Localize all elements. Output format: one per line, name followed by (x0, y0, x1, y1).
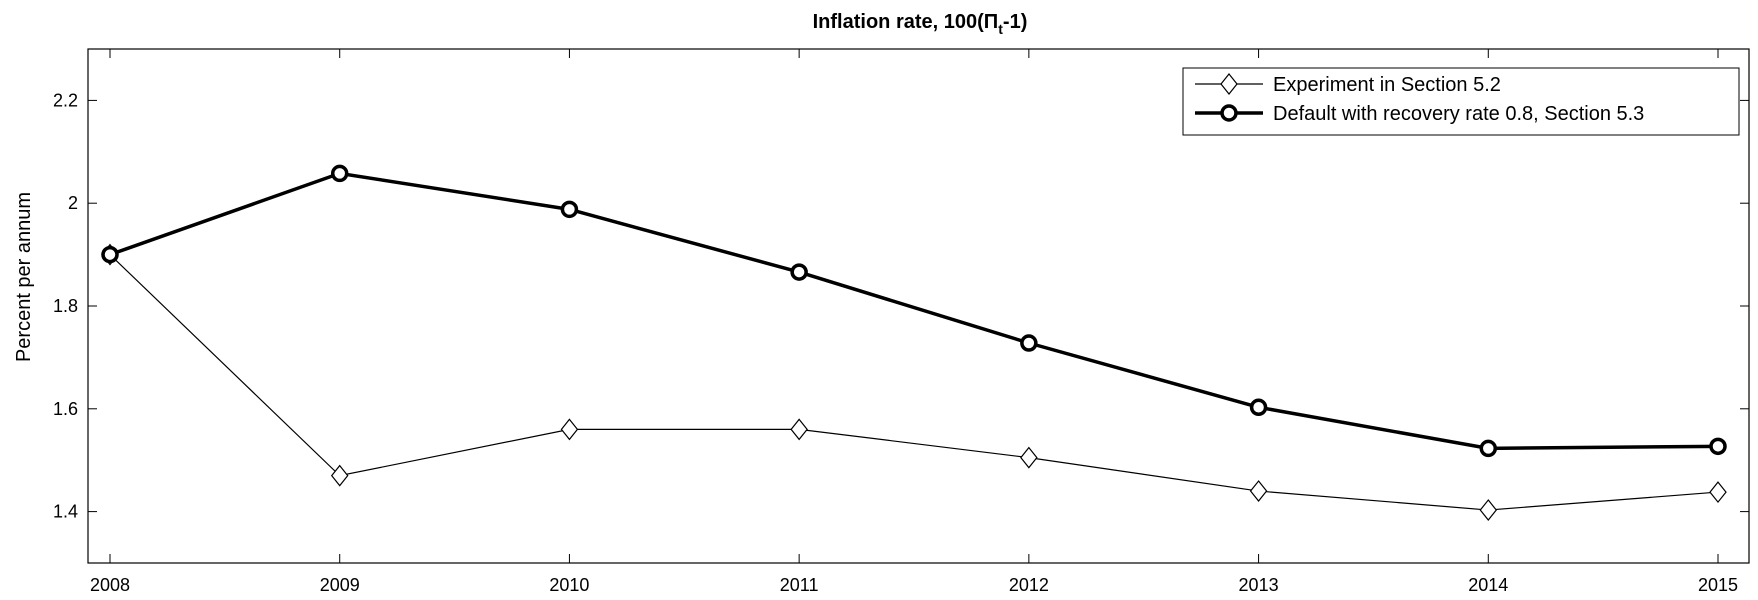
x-tick-label: 2014 (1468, 575, 1508, 595)
series-2-marker (1709, 437, 1727, 456)
x-tick-label: 2015 (1698, 575, 1738, 595)
series-2-marker (101, 245, 119, 264)
legend-label-1: Experiment in Section 5.2 (1273, 74, 1501, 96)
y-tick-label: 2.2 (53, 90, 78, 110)
series-2-marker (1249, 398, 1268, 417)
series-1-marker (1479, 499, 1498, 522)
x-tick-label: 2009 (320, 575, 360, 595)
series-2-marker (560, 200, 579, 219)
series-1-marker (1020, 446, 1038, 469)
y-tick-labels: 1.4 1.6 1.8 2 2.2 (53, 90, 78, 521)
chart-title-subscript: t (998, 21, 1003, 37)
legend-label-2: Default with recovery rate 0.8, Section … (1273, 103, 1644, 125)
chart-title: Inflation rate, 100(Πt-1) (813, 11, 1028, 37)
y-axis-label: Percent per annum (13, 192, 35, 362)
series-2-marker (790, 263, 808, 281)
chart-title-suffix: -1) (1003, 11, 1027, 33)
legend-box (1182, 67, 1740, 136)
x-tick-label: 2010 (549, 575, 589, 595)
y-tick-label: 1.8 (53, 296, 78, 316)
series-1-marker (560, 418, 579, 441)
series-1-marker (790, 418, 808, 441)
legend-marker-1 (1220, 73, 1238, 95)
x-tick-label: 2011 (780, 575, 819, 595)
series-2-marker (1020, 334, 1038, 352)
series-1-marker (1709, 481, 1727, 504)
x-tick-label: 2012 (1009, 575, 1049, 595)
legend-items: Experiment in Section 5.2 Default with re… (1195, 73, 1644, 125)
axis-ticks (88, 49, 1749, 563)
y-tick-label: 1.6 (53, 399, 78, 419)
series-2-marker (1479, 439, 1498, 458)
legend: Experiment in Section 5.2 Default with re… (1182, 67, 1740, 136)
series-1-marker (330, 464, 349, 487)
x-tick-label: 2008 (90, 575, 130, 595)
series-1-marker (1249, 480, 1268, 503)
series-line-1 (109, 254, 1719, 511)
chart-title-main: Inflation rate, 100(Π (813, 11, 999, 33)
series-2-marker (330, 164, 349, 183)
y-tick-label: 2 (68, 193, 78, 213)
legend-marker-2 (1220, 104, 1238, 122)
x-tick-label: 2013 (1239, 575, 1279, 595)
y-tick-label: 1.4 (53, 502, 78, 522)
series-line-2 (109, 171, 1719, 451)
series-layer (101, 164, 1727, 522)
x-tick-labels: 2008 2009 2010 2011 2012 2013 2014 2015 (90, 575, 1738, 595)
